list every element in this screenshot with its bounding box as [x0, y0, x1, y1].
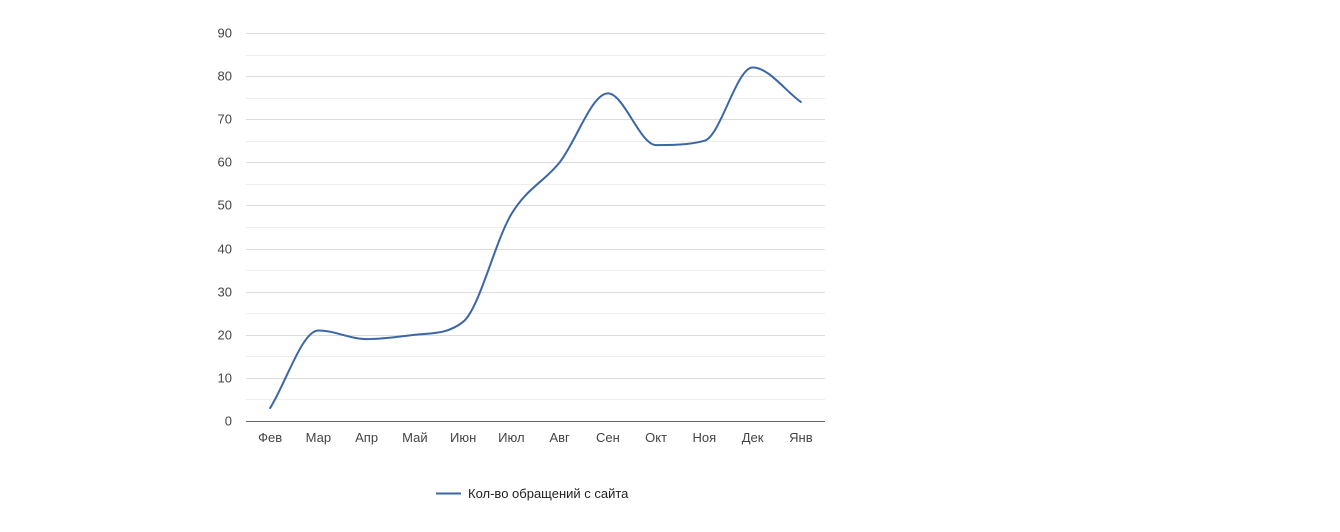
- data-point: [460, 319, 466, 325]
- y-tick-label: 0: [225, 414, 232, 429]
- y-tick-label: 10: [218, 371, 232, 386]
- x-tick-label: Апр: [355, 430, 378, 445]
- x-tick-label: Сен: [596, 430, 620, 445]
- x-tick-label: Июл: [498, 430, 524, 445]
- y-tick-label: 40: [218, 242, 232, 257]
- data-point: [653, 142, 659, 148]
- x-tick-label: Дек: [742, 430, 764, 445]
- x-tick-label: Авг: [549, 430, 570, 445]
- x-tick-label: Янв: [789, 430, 813, 445]
- legend-series-label: Кол-во обращений с сайта: [468, 486, 629, 501]
- x-tick-label: Ноя: [693, 430, 717, 445]
- x-tick-label: Мар: [306, 430, 331, 445]
- data-point: [701, 138, 707, 144]
- data-point: [605, 90, 611, 96]
- x-tick-label: Окт: [645, 430, 667, 445]
- axes: 0 10 20 30 40 50 60 70 80 90 Фев Мар Апр Май Июн Июл Авг…: [218, 26, 825, 445]
- y-tick-label: 30: [218, 285, 232, 300]
- y-tick-label: 70: [218, 112, 232, 127]
- series-layer: [267, 64, 804, 411]
- y-tick-label: 20: [218, 328, 232, 343]
- x-tick-label: Июн: [450, 430, 476, 445]
- data-point: [750, 64, 756, 70]
- data-point: [557, 159, 563, 165]
- series-line: [269, 66, 802, 410]
- data-point: [267, 405, 273, 411]
- data-point: [315, 327, 321, 333]
- y-tick-label: 80: [218, 69, 232, 84]
- y-tick-label: 90: [218, 26, 232, 41]
- data-point: [508, 211, 514, 217]
- data-point: [412, 332, 418, 338]
- y-tick-label: 60: [218, 155, 232, 170]
- gridlines: [246, 33, 825, 400]
- y-tick-label: 50: [218, 198, 232, 213]
- data-point: [798, 99, 804, 105]
- data-point: [364, 336, 370, 342]
- x-tick-label: Фев: [258, 430, 282, 445]
- x-tick-label: Май: [402, 430, 427, 445]
- legend: Кол-во обращений с сайта: [436, 486, 629, 501]
